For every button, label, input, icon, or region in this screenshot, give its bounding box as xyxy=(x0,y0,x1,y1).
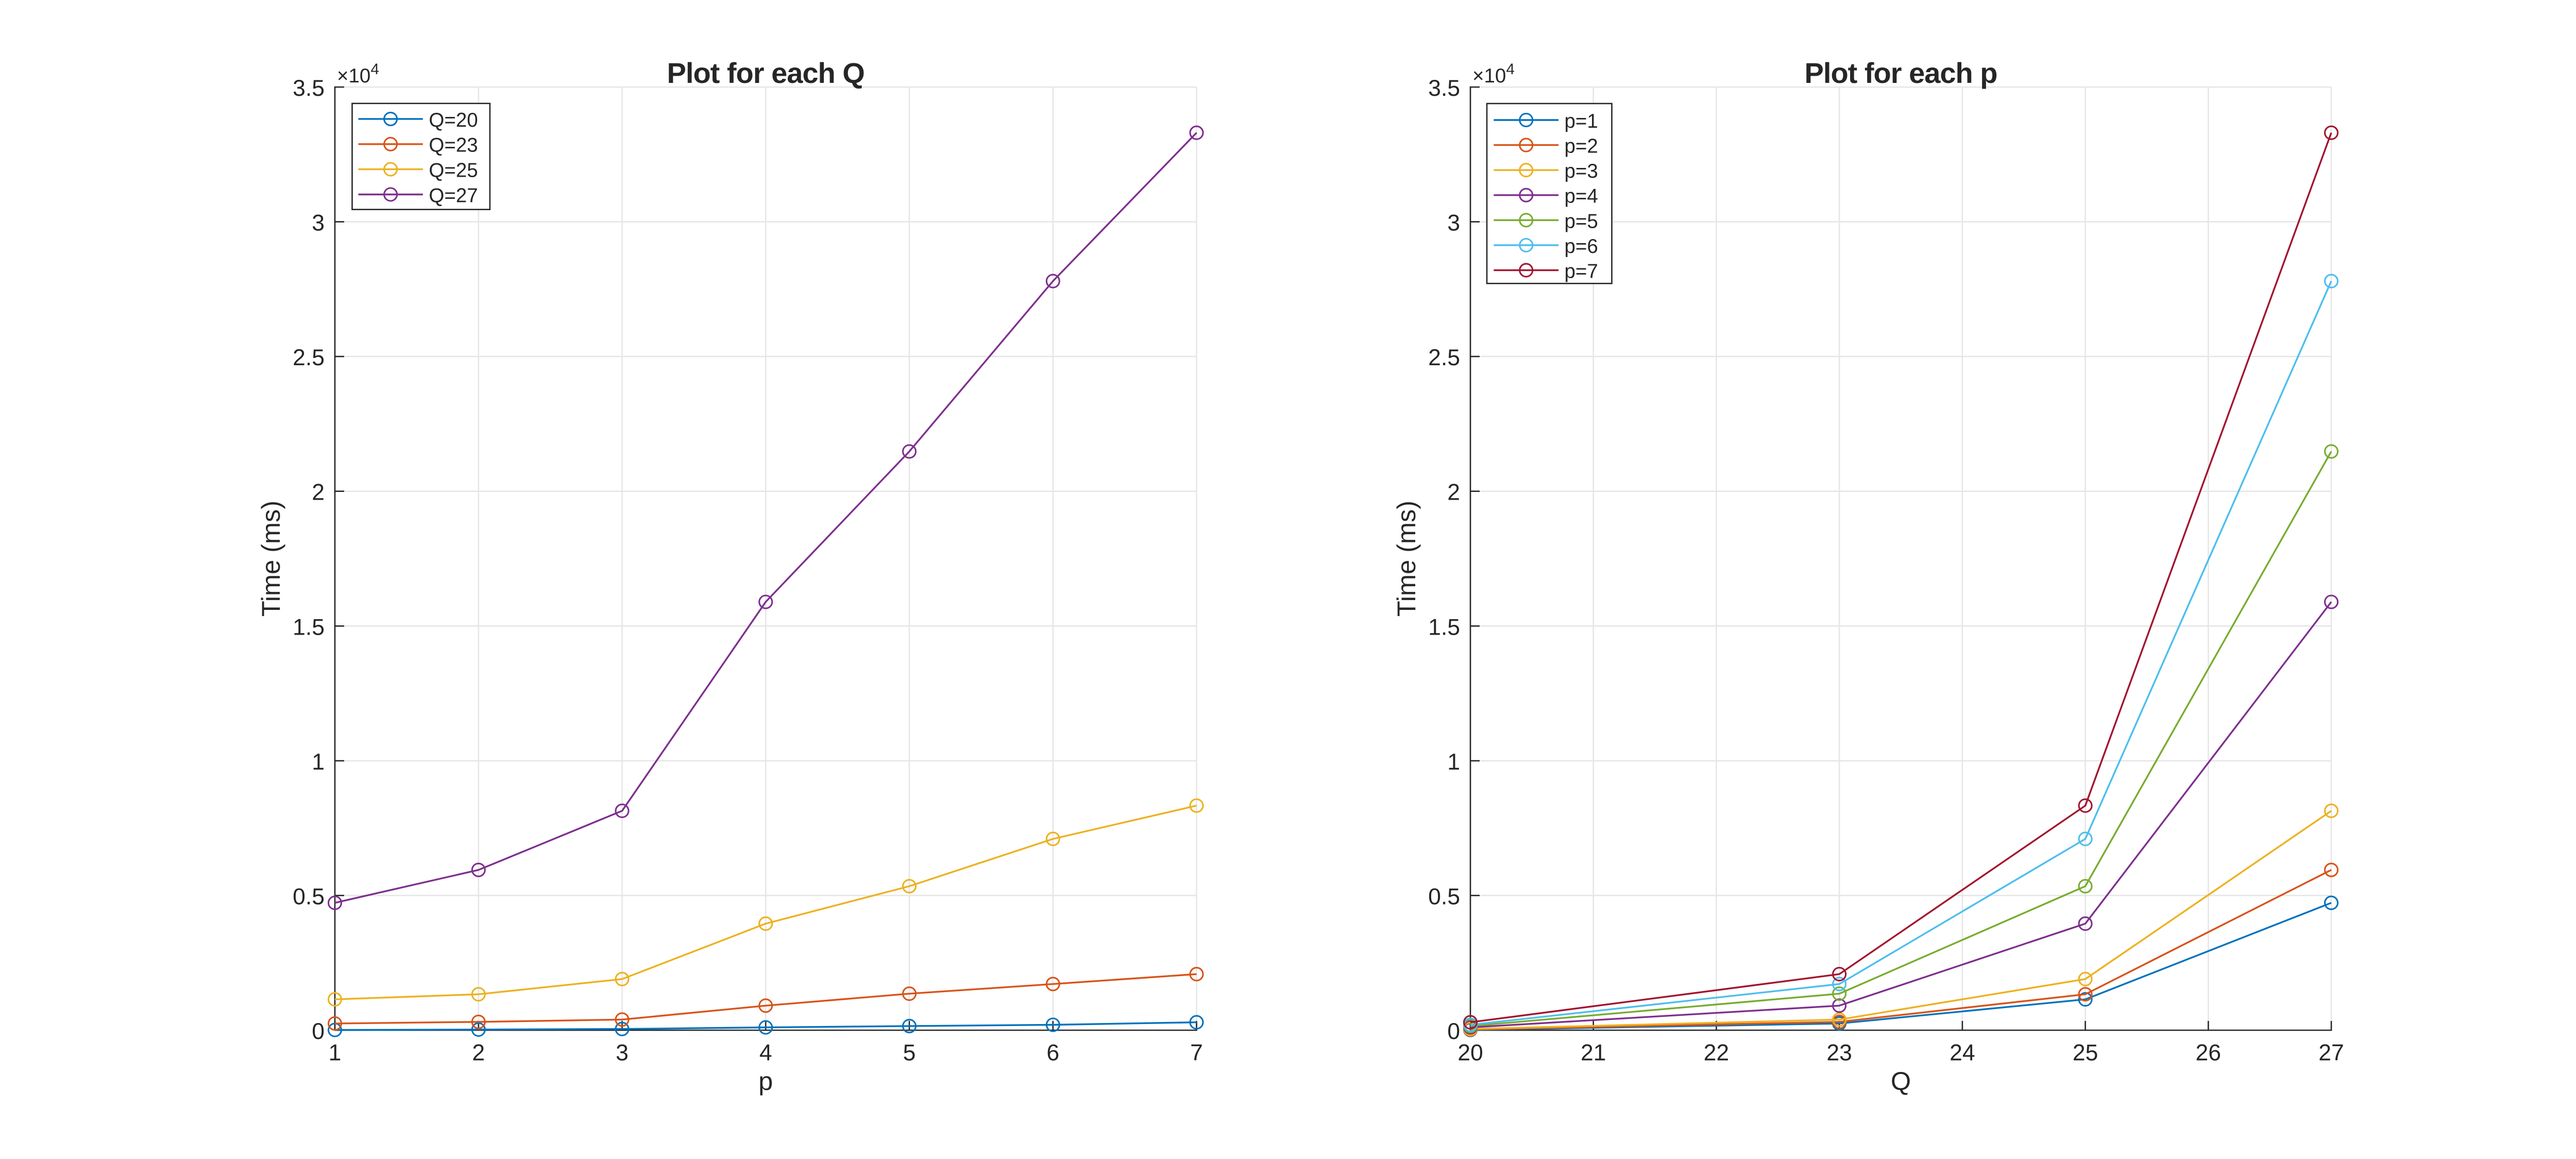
svg-text:3: 3 xyxy=(312,211,325,236)
svg-text:24: 24 xyxy=(1950,1041,1975,1066)
svg-text:0.5: 0.5 xyxy=(293,884,325,909)
svg-text:Time (ms): Time (ms) xyxy=(1392,501,1421,617)
svg-text:0: 0 xyxy=(312,1019,325,1044)
svg-text:2: 2 xyxy=(472,1041,485,1066)
svg-text:22: 22 xyxy=(1704,1041,1730,1066)
svg-text:1.5: 1.5 xyxy=(1428,615,1460,640)
svg-text:Q: Q xyxy=(1891,1066,1911,1096)
svg-text:1.5: 1.5 xyxy=(293,615,325,640)
svg-text:p=1: p=1 xyxy=(1565,110,1598,132)
svg-text:0: 0 xyxy=(1447,1019,1460,1044)
svg-text:Q=20: Q=20 xyxy=(429,109,478,131)
svg-text:Plot for each Q: Plot for each Q xyxy=(667,57,865,89)
svg-text:23: 23 xyxy=(1826,1041,1852,1066)
svg-text:p=2: p=2 xyxy=(1565,135,1598,158)
svg-text:1: 1 xyxy=(1447,749,1460,775)
svg-text:2: 2 xyxy=(1447,480,1460,505)
svg-text:5: 5 xyxy=(903,1041,916,1066)
svg-text:Q=25: Q=25 xyxy=(429,160,478,182)
svg-text:6: 6 xyxy=(1046,1041,1059,1066)
svg-text:26: 26 xyxy=(2196,1041,2222,1066)
svg-text:1: 1 xyxy=(329,1041,342,1066)
svg-text:×104: ×104 xyxy=(337,61,379,87)
svg-text:0.5: 0.5 xyxy=(1428,884,1460,909)
svg-text:3: 3 xyxy=(1447,211,1460,236)
svg-text:2: 2 xyxy=(312,480,325,505)
svg-text:p=6: p=6 xyxy=(1565,235,1598,258)
svg-text:2.5: 2.5 xyxy=(293,345,325,370)
svg-text:21: 21 xyxy=(1581,1041,1606,1066)
svg-text:p: p xyxy=(758,1066,773,1096)
svg-text:Q=27: Q=27 xyxy=(429,184,478,207)
svg-text:25: 25 xyxy=(2073,1041,2098,1066)
svg-text:2.5: 2.5 xyxy=(1428,345,1460,370)
svg-text:p=5: p=5 xyxy=(1565,210,1598,232)
svg-text:4: 4 xyxy=(759,1041,772,1066)
svg-text:Q=23: Q=23 xyxy=(429,134,478,157)
svg-text:7: 7 xyxy=(1190,1041,1203,1066)
svg-text:3.5: 3.5 xyxy=(1428,76,1460,101)
svg-text:1: 1 xyxy=(312,749,325,775)
svg-text:p=4: p=4 xyxy=(1565,185,1598,208)
svg-text:27: 27 xyxy=(2318,1041,2344,1066)
svg-text:p=3: p=3 xyxy=(1565,160,1598,182)
svg-text:p=7: p=7 xyxy=(1565,261,1598,283)
svg-text:Time (ms): Time (ms) xyxy=(256,501,285,617)
svg-text:20: 20 xyxy=(1458,1041,1483,1066)
svg-text:Plot for each p: Plot for each p xyxy=(1805,57,1997,89)
svg-text:3: 3 xyxy=(616,1041,629,1066)
svg-text:3.5: 3.5 xyxy=(293,76,325,101)
